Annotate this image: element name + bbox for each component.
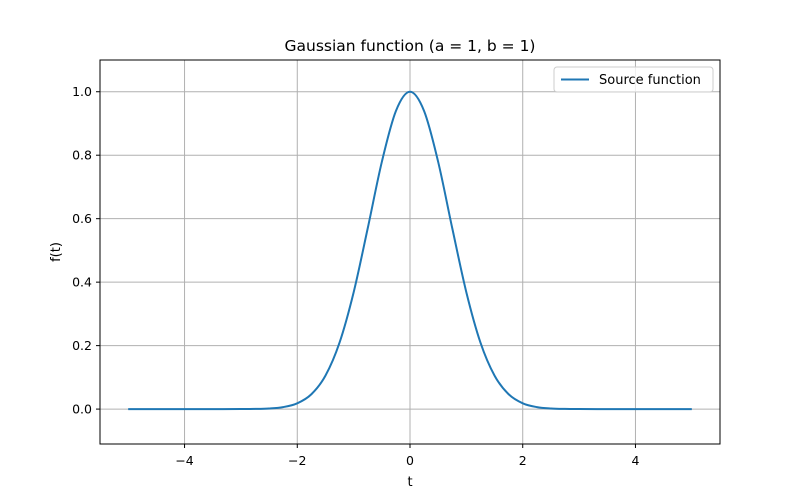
x-tick-label: −2 <box>288 453 306 468</box>
axis-ticks: −4 −2 0 2 4 0.0 0.2 0.4 0.6 0.8 1.0 <box>72 84 639 468</box>
y-tick-label: 0.4 <box>72 275 92 290</box>
x-tick-label: −4 <box>175 453 193 468</box>
grid <box>100 60 720 444</box>
y-tick-label: 0.6 <box>72 211 92 226</box>
series-line-0 <box>128 90 692 411</box>
legend: Source function <box>553 66 714 93</box>
y-tick-label: 0.8 <box>72 148 92 163</box>
x-axis-label: t <box>407 475 412 490</box>
y-axis-label: f(t) <box>49 242 64 262</box>
series-group <box>128 90 692 411</box>
x-tick-label: 2 <box>519 453 527 468</box>
x-tick-label: 0 <box>406 453 414 468</box>
chart-title: Gaussian function (a = 1, b = 1) <box>285 37 536 55</box>
legend-box <box>553 66 714 93</box>
y-tick-label: 0.0 <box>72 402 92 417</box>
y-tick-label: 0.2 <box>72 338 92 353</box>
x-tick-label: 4 <box>631 453 639 468</box>
legend-label: Source function <box>599 73 701 88</box>
y-tick-label: 1.0 <box>72 84 92 99</box>
